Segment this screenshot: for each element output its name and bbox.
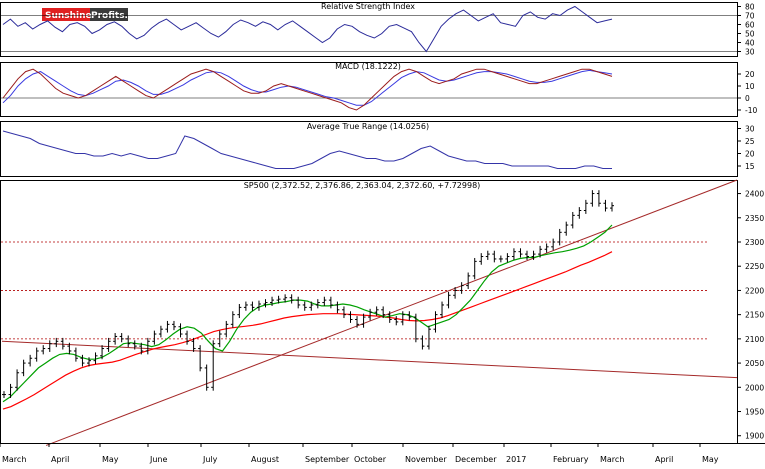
atr-line (2, 130, 612, 169)
y-tick-label: 2050 (745, 359, 764, 368)
y-tick-label: 60 (745, 21, 755, 30)
x-tick-label: 2017 (506, 455, 526, 464)
macd-line (2, 68, 613, 111)
brand-logo-text-2: Profits.com (91, 11, 149, 21)
panel-frame-1 (0, 62, 738, 117)
y-tick-label: 40 (745, 39, 755, 48)
price-title: SP500 (2,372.52, 2,376.86, 2,363.04, 2,3… (244, 181, 481, 190)
y-tick-label: 2000 (745, 383, 764, 392)
y-tick-label: 2150 (745, 311, 764, 320)
brand-logo-text-1: Sunshine (45, 11, 92, 21)
y-tick-label: 10 (745, 82, 755, 91)
x-tick-label: July (202, 455, 218, 464)
x-tick-label: August (251, 455, 279, 464)
x-tick-label: May (102, 455, 119, 464)
y-tick-label: 20 (745, 70, 755, 79)
y-tick-label: 0 (745, 94, 750, 103)
x-tick-label: June (149, 455, 168, 464)
moving-average-long (2, 251, 613, 410)
x-tick-label: October (354, 455, 387, 464)
resistance-trend-line (1, 340, 738, 379)
x-tick-label: November (405, 455, 447, 464)
y-tick-label: -10 (745, 106, 757, 115)
y-tick-label: 30 (745, 125, 755, 134)
y-tick-label: 20 (745, 150, 755, 159)
x-tick-label: December (455, 455, 497, 464)
panel-frame-0 (0, 2, 738, 57)
y-tick-label: 2100 (745, 335, 764, 344)
x-tick-label: March (2, 455, 26, 464)
y-tick-label: 2200 (745, 286, 764, 295)
brand-logo-red-part (42, 8, 90, 21)
y-tick-label: 2400 (745, 190, 764, 199)
support-trend-line (45, 179, 738, 446)
y-tick-label: 80 (745, 3, 755, 12)
rsi-title: Relative Strength Index (321, 2, 415, 11)
y-tick-label: 2250 (745, 262, 764, 271)
x-tick-label: February (553, 455, 589, 464)
macd-title: MACD (18.1222) (335, 62, 401, 71)
y-tick-label: 70 (745, 12, 755, 21)
x-tick-label: April (51, 455, 69, 464)
macd-signal-line (2, 69, 613, 106)
y-tick-label: 1900 (745, 432, 764, 441)
y-tick-label: 50 (745, 30, 755, 39)
y-tick-label: 1950 (745, 408, 764, 417)
x-tick-label: April (655, 455, 673, 464)
panel-frame-2 (0, 121, 738, 177)
y-tick-label: 15 (745, 162, 755, 171)
x-tick-label: September (305, 455, 350, 464)
y-tick-label: 2300 (745, 238, 764, 247)
brand-logo-dark-part (90, 8, 128, 21)
brand-logo: Sunshine Profits.com (42, 8, 149, 21)
y-tick-label: 25 (745, 137, 755, 146)
moving-average-short (2, 224, 613, 403)
x-tick-label: May (702, 455, 719, 464)
rsi-line (2, 5, 613, 53)
y-tick-label: 30 (745, 48, 755, 57)
y-tick-label: 2350 (745, 214, 764, 223)
x-tick-label: March (600, 455, 624, 464)
atr-title: Average True Range (14.0256) (307, 122, 429, 131)
